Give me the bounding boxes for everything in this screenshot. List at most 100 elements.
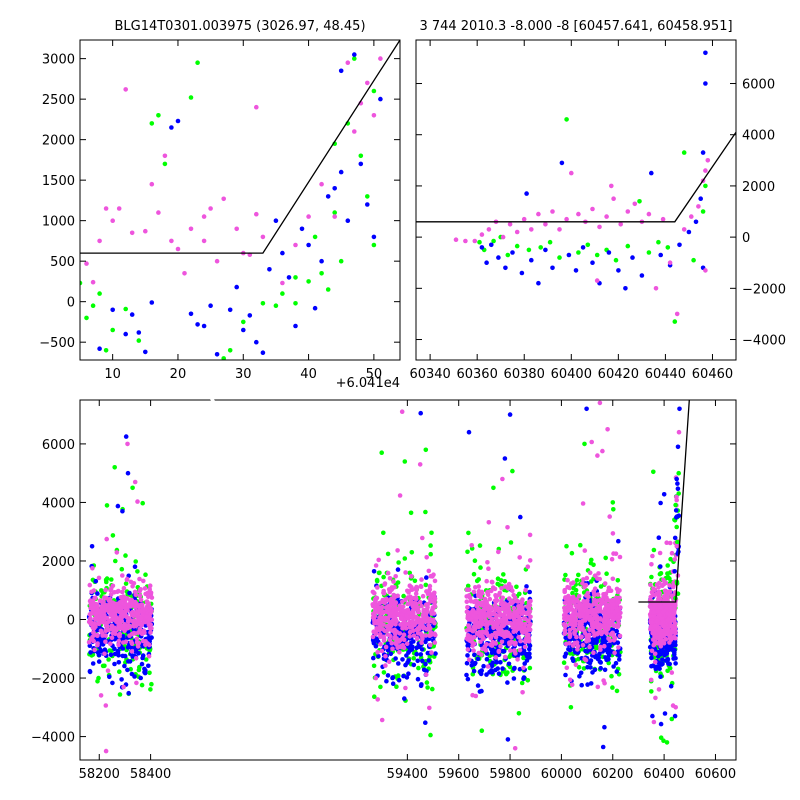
data-point-blue — [498, 660, 503, 665]
data-point-blue — [89, 544, 95, 549]
data-point-magenta — [106, 598, 112, 603]
data-point-magenta — [419, 577, 424, 582]
data-point-green — [615, 578, 621, 583]
data-point-green — [581, 666, 587, 671]
data-point-magenta — [373, 675, 379, 681]
data-point-blue — [411, 639, 416, 644]
data-point-magenta — [371, 113, 377, 118]
data-point-magenta — [379, 717, 385, 723]
data-point-green — [591, 562, 596, 568]
data-point-magenta — [564, 617, 569, 622]
data-point-blue — [524, 584, 529, 589]
data-point-blue — [578, 670, 584, 676]
data-point-magenta — [129, 230, 135, 236]
data-point-magenta — [492, 620, 497, 625]
data-point-magenta — [673, 705, 678, 710]
data-point-magenta — [597, 224, 602, 230]
data-point-blue — [673, 661, 678, 666]
data-point-magenta — [138, 615, 144, 621]
data-point-magenta — [464, 594, 470, 599]
data-point-magenta — [595, 684, 601, 690]
data-point-green — [613, 257, 619, 263]
data-point-magenta — [570, 643, 576, 648]
data-point-magenta — [162, 153, 168, 159]
data-point-magenta — [523, 629, 529, 635]
y-tick-label: 500 — [50, 255, 75, 270]
data-point-magenta — [590, 620, 596, 626]
data-point-blue — [125, 667, 130, 673]
data-point-magenta — [581, 577, 586, 582]
data-point-blue — [658, 500, 663, 506]
data-point-green — [273, 303, 279, 309]
data-point-blue — [127, 659, 133, 664]
data-point-magenta — [408, 595, 414, 600]
data-point-blue — [563, 635, 568, 641]
x-tick-label: 60200 — [592, 767, 633, 782]
data-point-magenta — [476, 620, 482, 625]
data-point-magenta — [525, 564, 531, 569]
data-point-blue — [630, 255, 635, 260]
data-point-magenta — [586, 602, 591, 607]
data-point-blue — [132, 564, 138, 569]
data-point-magenta — [95, 602, 100, 607]
data-point-magenta — [410, 608, 416, 613]
data-point-magenta — [108, 641, 113, 646]
data-point-magenta — [142, 586, 148, 591]
data-point-blue — [484, 656, 490, 662]
data-point-magenta — [606, 588, 611, 593]
data-point-blue — [188, 311, 194, 317]
data-point-blue — [418, 652, 424, 657]
data-point-blue — [598, 660, 603, 665]
data-point-blue — [332, 186, 338, 191]
data-point-magenta — [526, 618, 531, 624]
data-point-blue — [402, 696, 407, 701]
data-point-magenta — [418, 583, 424, 589]
y-tick-label: 0 — [67, 296, 75, 311]
data-point-blue — [579, 682, 584, 688]
data-point-magenta — [112, 631, 118, 636]
data-point-green — [582, 441, 587, 447]
data-point-blue — [418, 410, 424, 416]
data-point-magenta — [414, 635, 420, 641]
data-point-magenta — [116, 632, 122, 638]
data-point-blue — [95, 591, 100, 596]
data-point-magenta — [92, 621, 97, 626]
data-point-blue — [112, 651, 118, 657]
data-point-blue — [501, 648, 507, 654]
data-point-magenta — [522, 644, 528, 650]
data-point-magenta — [398, 616, 404, 622]
data-point-magenta — [664, 540, 669, 545]
data-point-magenta — [484, 578, 490, 584]
data-point-blue — [376, 653, 381, 659]
data-point-blue — [371, 569, 377, 574]
data-point-magenta — [650, 553, 655, 559]
data-point-magenta — [137, 576, 142, 582]
data-point-blue — [139, 661, 145, 667]
data-point-magenta — [143, 591, 148, 597]
data-point-magenta — [505, 525, 510, 530]
data-point-magenta — [97, 238, 102, 244]
data-point-blue — [136, 330, 142, 335]
data-point-green — [123, 306, 128, 312]
data-point-blue — [607, 648, 613, 654]
data-point-magenta — [430, 606, 436, 611]
data-point-magenta — [98, 693, 104, 698]
data-point-magenta — [479, 652, 484, 657]
data-point-blue — [87, 669, 93, 675]
data-point-blue — [385, 673, 391, 678]
data-point-blue — [600, 744, 606, 750]
data-point-green — [412, 578, 418, 584]
data-point-magenta — [423, 602, 429, 607]
data-point-magenta — [596, 608, 602, 613]
data-point-green — [656, 239, 661, 245]
data-point-magenta — [120, 589, 125, 595]
data-point-blue — [345, 218, 351, 223]
data-point-blue — [703, 81, 708, 86]
data-point-blue — [286, 275, 292, 280]
data-point-green — [568, 705, 574, 710]
data-point-magenta — [89, 610, 94, 616]
data-point-magenta — [598, 644, 603, 650]
data-point-green — [110, 533, 116, 538]
data-point-magenta — [479, 232, 485, 237]
data-point-magenta — [188, 226, 194, 232]
